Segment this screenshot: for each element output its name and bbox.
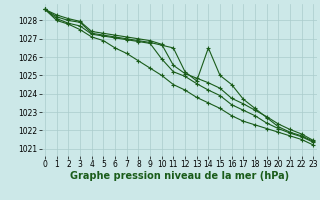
X-axis label: Graphe pression niveau de la mer (hPa): Graphe pression niveau de la mer (hPa) (70, 171, 289, 181)
